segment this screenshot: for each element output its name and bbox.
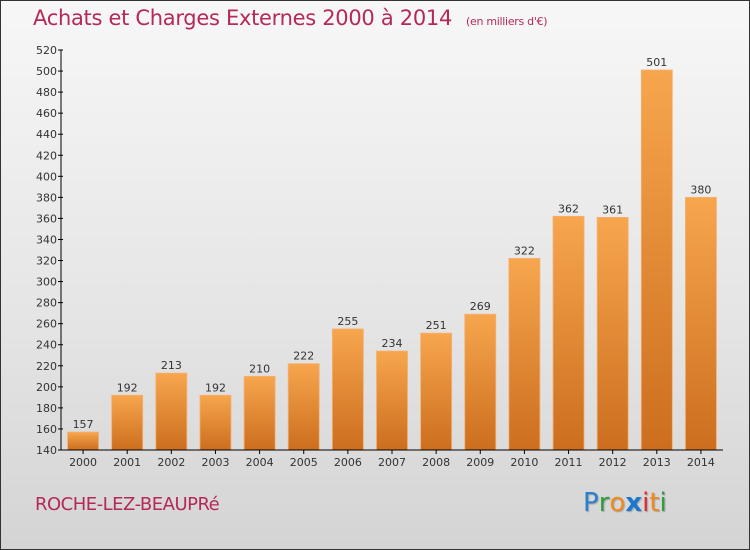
bar bbox=[508, 258, 541, 451]
bar-value-label: 222 bbox=[293, 350, 314, 363]
y-tick-label: 280 bbox=[36, 297, 57, 310]
x-tick-label: 2000 bbox=[69, 456, 97, 469]
x-tick-label: 2005 bbox=[290, 456, 318, 469]
x-tick-label: 2002 bbox=[157, 456, 185, 469]
y-tick-label: 240 bbox=[36, 339, 57, 352]
y-tick-label: 200 bbox=[36, 381, 57, 394]
bar-value-label: 192 bbox=[205, 381, 226, 394]
x-tick-label: 2011 bbox=[555, 456, 583, 469]
bar-value-label: 380 bbox=[690, 183, 711, 196]
y-tick-label: 340 bbox=[36, 233, 57, 246]
y-tick-label: 220 bbox=[36, 360, 57, 373]
bar bbox=[552, 215, 585, 451]
logo-letter: i bbox=[642, 488, 650, 518]
x-tick-label: 2003 bbox=[201, 456, 229, 469]
bar-value-label: 361 bbox=[602, 203, 623, 216]
x-tick-label: 2012 bbox=[599, 456, 627, 469]
y-tick-label: 360 bbox=[36, 212, 57, 225]
x-tick-label: 2006 bbox=[334, 456, 362, 469]
logo-letter: i bbox=[659, 488, 667, 518]
x-tick-label: 2010 bbox=[510, 456, 538, 469]
bar bbox=[199, 394, 232, 451]
bar bbox=[464, 313, 497, 451]
logo-letter: t bbox=[649, 488, 660, 518]
x-tick-label: 2013 bbox=[643, 456, 671, 469]
y-tick-label: 380 bbox=[36, 191, 57, 204]
x-tick-label: 2008 bbox=[422, 456, 450, 469]
bar bbox=[640, 69, 673, 451]
y-tick-label: 260 bbox=[36, 318, 57, 331]
x-tick-label: 2009 bbox=[466, 456, 494, 469]
bar bbox=[331, 328, 364, 451]
bar bbox=[420, 332, 453, 451]
bar bbox=[243, 375, 276, 451]
bar-value-label: 210 bbox=[249, 362, 270, 375]
x-tick-label: 2004 bbox=[246, 456, 274, 469]
bar-value-label: 192 bbox=[117, 381, 138, 394]
y-tick-label: 480 bbox=[36, 86, 57, 99]
town-name: ROCHE-LEZ-BEAUPRé bbox=[35, 494, 220, 515]
logo-letter: r bbox=[598, 488, 610, 518]
bars-group: 157 192 213 192 210 222 255 234 251 269 322 362 361 5… bbox=[67, 56, 717, 451]
x-tick-label: 2014 bbox=[687, 456, 715, 469]
y-tick-label: 300 bbox=[36, 276, 57, 289]
y-tick-label: 440 bbox=[36, 128, 57, 141]
y-tick-label: 180 bbox=[36, 402, 57, 415]
bar-value-label: 251 bbox=[426, 319, 447, 332]
logo-letter: x bbox=[625, 488, 643, 518]
logo-letter: P bbox=[583, 488, 599, 518]
bar bbox=[287, 363, 320, 451]
x-tick-label: 2001 bbox=[113, 456, 141, 469]
bar-value-label: 362 bbox=[558, 202, 579, 215]
bar bbox=[376, 350, 408, 451]
bar-value-label: 255 bbox=[337, 315, 358, 328]
bar-value-label: 322 bbox=[514, 244, 535, 257]
logo-letter: o bbox=[609, 488, 626, 518]
bar-value-label: 269 bbox=[470, 300, 491, 313]
bar bbox=[111, 394, 144, 451]
bar bbox=[67, 431, 99, 451]
chart-title-text: Achats et Charges Externes 2000 à 2014 bbox=[33, 6, 453, 30]
axes-group: 140 160 180 200 220 240 260 280 300 320 340 360 380 4… bbox=[36, 44, 723, 469]
y-tick-label: 160 bbox=[36, 423, 57, 436]
y-tick-label: 420 bbox=[36, 149, 57, 162]
y-tick-label: 320 bbox=[36, 255, 57, 268]
bar-value-label: 501 bbox=[646, 56, 667, 69]
bar-value-label: 157 bbox=[73, 418, 94, 431]
chart-title: Achats et Charges Externes 2000 à 2014 (e… bbox=[33, 6, 548, 30]
bar-value-label: 213 bbox=[161, 359, 182, 372]
y-tick-label: 460 bbox=[36, 107, 57, 120]
y-tick-label: 140 bbox=[36, 444, 57, 457]
bar bbox=[596, 216, 629, 451]
bar-value-label: 234 bbox=[382, 337, 403, 350]
chart-subtitle: (en milliers d'€) bbox=[466, 15, 548, 28]
proxiti-logo[interactable]: Proxiti bbox=[583, 488, 667, 518]
y-tick-label: 400 bbox=[36, 170, 57, 183]
y-tick-label: 520 bbox=[36, 44, 57, 57]
bar bbox=[685, 196, 717, 451]
x-tick-label: 2007 bbox=[378, 456, 406, 469]
y-tick-label: 500 bbox=[36, 65, 57, 78]
bar bbox=[155, 372, 188, 451]
